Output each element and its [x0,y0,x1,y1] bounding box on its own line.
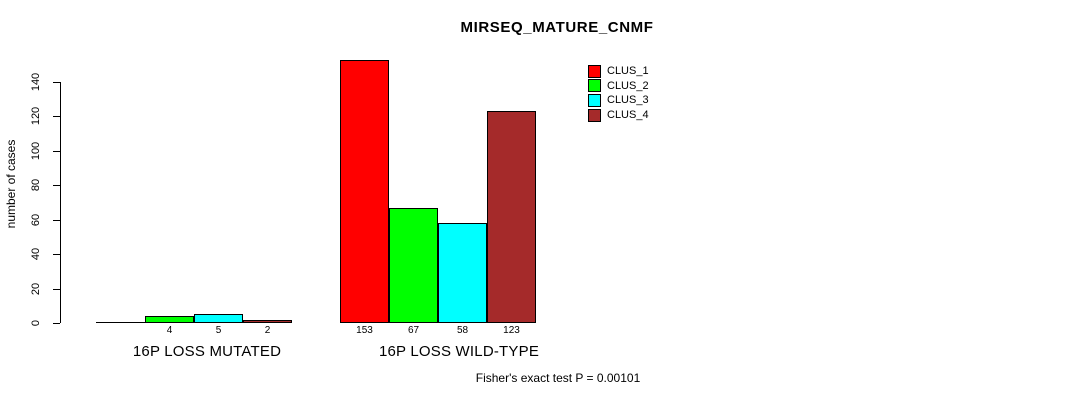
bar-clus_3-group2 [438,223,487,323]
bar-value-label: 153 [356,325,373,336]
legend-swatch [588,108,601,122]
y-axis-tick-label: 140 [30,72,42,92]
y-axis-tick-label: 0 [30,319,42,327]
y-axis-tick [53,82,60,83]
legend-swatch [588,64,601,78]
bar-value-label: 5 [215,325,222,336]
group-label: 16P LOSS MUTATED [132,343,282,360]
legend-item-label: CLUS_2 [607,79,649,92]
legend-swatch [588,93,601,107]
legend-item-label: CLUS_4 [607,109,649,122]
legend-item-label: CLUS_1 [607,65,649,78]
legend: CLUS_1 CLUS_2 CLUS_3 CLUS_4 [588,64,649,122]
legend-item: CLUS_1 [588,64,649,79]
bar-clus_2-group2 [389,207,438,323]
y-axis-tick [53,185,60,187]
bar-clus_4-group2 [487,111,536,323]
bar-clus_3-group1 [194,314,243,323]
bar-clus_4-group1 [243,319,292,323]
y-axis-tick [53,219,60,221]
y-axis-tick-label: 20 [30,282,42,295]
y-axis-tick [53,116,60,118]
chart-title: MIRSEQ_MATURE_CNMF [460,19,654,36]
y-axis-line [60,82,61,323]
y-axis-tick [53,323,60,324]
y-axis-tick-label: 40 [30,248,42,261]
y-axis-tick-label: 80 [30,179,42,192]
y-axis-tick-label: 100 [30,141,42,161]
bar-value-label: 58 [456,325,469,336]
legend-item-label: CLUS_3 [607,94,649,107]
legend-swatch [588,79,601,93]
y-axis-tick [53,254,60,256]
y-axis-tick-label: 60 [30,213,42,226]
y-axis-tick-label: 120 [30,107,42,126]
bar-value-label: 2 [264,325,271,336]
fisher-test-annotation: Fisher's exact test P = 0.00101 [475,371,641,385]
y-axis-label: number of cases [4,139,18,229]
bar-clus_2-group1 [145,316,194,323]
bar-value-label: 4 [166,325,173,336]
group-label: 16P LOSS WILD-TYPE [378,343,540,360]
legend-item: CLUS_3 [588,93,649,108]
bar-value-label: 123 [503,325,520,336]
bar-clus_1-group2 [340,59,389,323]
bar-clus_1-group1 [96,322,145,323]
y-axis-tick [53,150,60,152]
legend-item: CLUS_2 [588,79,649,94]
legend-item: CLUS_4 [588,108,649,123]
bar-value-label: 67 [407,325,420,336]
y-axis-tick [53,288,60,290]
